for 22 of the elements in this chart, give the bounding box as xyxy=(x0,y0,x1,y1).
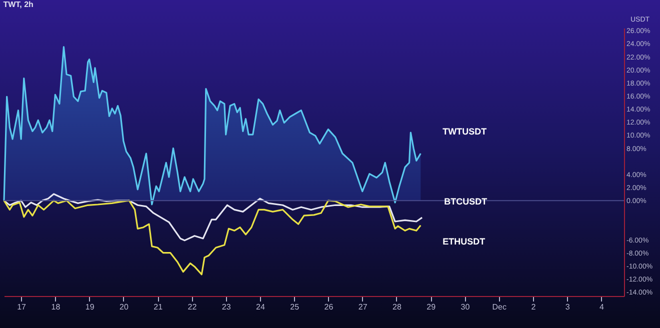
x-tick-label: 21 xyxy=(154,302,164,312)
x-tick-label: 20 xyxy=(119,302,129,312)
text: ETHUSDT xyxy=(442,236,486,246)
x-tick-label: 18 xyxy=(51,302,61,312)
x-tick-label: 4 xyxy=(600,302,605,312)
x-tick-label: 2 xyxy=(531,302,536,312)
x-tick-label: 26 xyxy=(324,302,334,312)
chart-title: TWT, 2h xyxy=(3,0,34,9)
x-tick-label: 27 xyxy=(358,302,368,312)
x-tick-label: 25 xyxy=(290,302,300,312)
x-tick-label: 29 xyxy=(426,302,436,312)
x-tick-label: 17 xyxy=(17,302,27,312)
x-tick-label: 24 xyxy=(256,302,266,312)
x-tick-label: Dec xyxy=(492,302,506,312)
text: BTCUSDT xyxy=(444,196,488,207)
x-tick-label: 28 xyxy=(392,302,402,312)
text: TWTUSDT xyxy=(442,126,488,136)
x-tick-label: 19 xyxy=(85,302,95,312)
x-tick-label: 23 xyxy=(222,302,232,312)
x-tick-label: 30 xyxy=(460,302,470,312)
x-tick-label: 22 xyxy=(188,302,198,312)
x-tick-label: 3 xyxy=(565,302,570,312)
